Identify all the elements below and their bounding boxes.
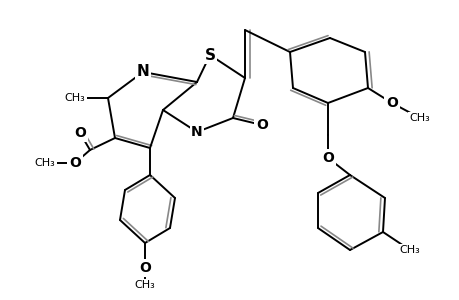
Text: CH₃: CH₃	[64, 93, 85, 103]
Text: O: O	[321, 151, 333, 165]
Text: CH₃: CH₃	[134, 280, 155, 290]
Text: O: O	[385, 96, 397, 110]
Text: N: N	[191, 125, 202, 139]
Text: O: O	[69, 156, 81, 170]
Text: CH₃: CH₃	[399, 245, 420, 255]
Text: N: N	[136, 64, 149, 80]
Text: CH₃: CH₃	[34, 158, 55, 168]
Text: CH₃: CH₃	[409, 113, 430, 123]
Text: O: O	[139, 261, 151, 275]
Text: O: O	[74, 126, 86, 140]
Text: S: S	[204, 47, 215, 62]
Text: O: O	[256, 118, 267, 132]
